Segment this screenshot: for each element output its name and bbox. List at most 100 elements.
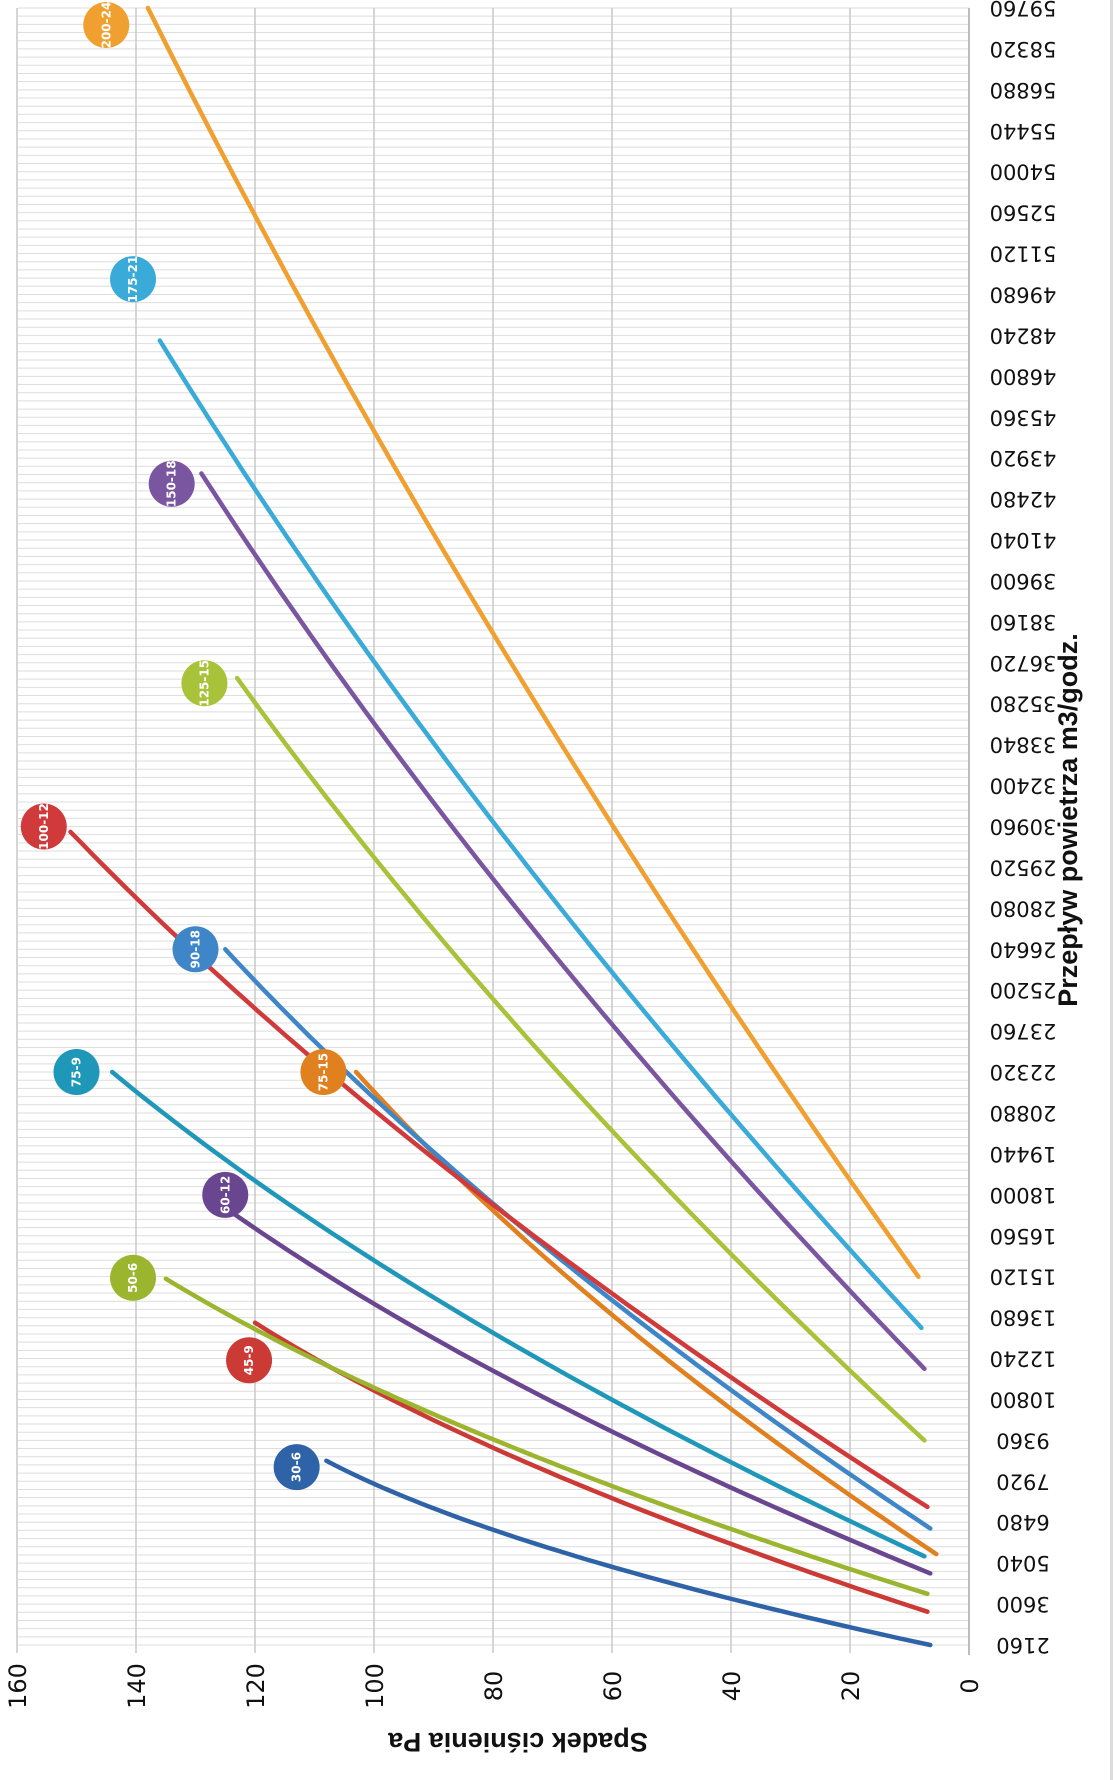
badge-label: 60-12 xyxy=(218,1176,232,1214)
x-tick-label: 3600 xyxy=(996,1592,1049,1616)
x-tick-label: 20880 xyxy=(990,1101,1057,1125)
x-tick-label: 13680 xyxy=(990,1306,1057,1330)
x-tick-label: 51120 xyxy=(990,242,1057,266)
x-tick-label: 32400 xyxy=(990,774,1057,798)
series-line-45-9 xyxy=(252,1320,930,1614)
series-badge-200-24: 200-24 xyxy=(83,2,130,49)
y-tick-label: 100 xyxy=(361,1663,389,1709)
x-tick-label: 45360 xyxy=(990,405,1057,429)
series-line-30-6 xyxy=(324,1458,933,1648)
x-tick-label: 2160 xyxy=(996,1633,1049,1657)
badge-circle xyxy=(181,660,228,707)
x-tick-label: 35280 xyxy=(990,692,1057,716)
badge-circle xyxy=(20,803,67,850)
badge-circle xyxy=(172,926,219,973)
x-tick-label: 41040 xyxy=(990,528,1057,552)
x-tick-label: 6480 xyxy=(996,1510,1049,1534)
series-badge-75-15: 75-15 xyxy=(300,1049,347,1096)
x-tick-label: 5040 xyxy=(996,1551,1049,1575)
badge-label: 150-18 xyxy=(165,460,179,507)
series-badges: 30-6 45-9 50-6 60-12 75-9 75-15 90-18 100-12 125… xyxy=(20,2,347,1491)
x-tick-label: 10800 xyxy=(990,1387,1057,1411)
x-tick-label: 55440 xyxy=(990,119,1057,143)
badge-label: 75-15 xyxy=(316,1053,330,1091)
series-badge-150-18: 150-18 xyxy=(148,460,195,507)
badge-circle xyxy=(273,1444,320,1491)
series-badge-175-21: 175-21 xyxy=(110,256,157,303)
badge-label: 30-6 xyxy=(290,1452,304,1482)
x-tick-label: 12240 xyxy=(990,1347,1057,1371)
y-tick-label: 60 xyxy=(599,1671,627,1702)
badge-label: 100-12 xyxy=(37,803,51,850)
series-line-50-6 xyxy=(163,1276,930,1597)
y-tick-label: 80 xyxy=(480,1671,508,1702)
x-tick-label: 29520 xyxy=(990,855,1057,879)
series-badge-75-9: 75-9 xyxy=(53,1049,100,1096)
x-tick-label: 36720 xyxy=(990,651,1057,675)
series-badge-60-12: 60-12 xyxy=(202,1171,249,1218)
x-tick-label: 26640 xyxy=(990,937,1057,961)
y-tick-labels: 0 20 40 60 80 100 120 140 160 xyxy=(4,1663,984,1709)
x-tick-label: 48240 xyxy=(990,323,1057,347)
x-tick-label: 30960 xyxy=(990,815,1057,839)
x-tick-label: 42480 xyxy=(990,487,1057,511)
x-tick-label: 39600 xyxy=(990,569,1057,593)
badge-circle xyxy=(53,1049,100,1096)
badge-label: 200-24 xyxy=(99,2,113,49)
x-tick-label: 16560 xyxy=(990,1224,1057,1248)
x-tick-label: 22320 xyxy=(990,1060,1057,1084)
x-tick-label: 58320 xyxy=(990,37,1057,61)
badge-label: 90-18 xyxy=(189,930,203,968)
x-tick-label: 33840 xyxy=(990,733,1057,757)
series-badge-45-9: 45-9 xyxy=(226,1337,273,1384)
x-tick-label: 56880 xyxy=(990,78,1057,102)
x-tick-label: 43920 xyxy=(990,446,1057,470)
x-tick-label: 59760 xyxy=(990,0,1057,20)
y-axis-title: Spadek ciśnienia Pa xyxy=(387,1727,648,1757)
badge-label: 45-9 xyxy=(242,1345,256,1375)
x-tick-label: 18000 xyxy=(990,1183,1057,1207)
x-tick-label: 25200 xyxy=(990,978,1057,1002)
x-tick-label: 46800 xyxy=(990,364,1057,388)
badge-label: 175-21 xyxy=(126,256,140,303)
series-badge-50-6: 50-6 xyxy=(110,1254,157,1301)
series-line-125-15 xyxy=(234,675,927,1443)
x-axis-title: Przepływ powietrza m3/godz. xyxy=(1053,633,1083,1007)
series-line-200-24 xyxy=(145,5,921,1279)
badge-circle xyxy=(202,1171,249,1218)
x-tick-label: 23760 xyxy=(990,1019,1057,1043)
series-line-150-18 xyxy=(199,471,927,1372)
x-tick-label: 54000 xyxy=(990,160,1057,184)
series-badge-90-18: 90-18 xyxy=(172,926,219,973)
badge-circle xyxy=(110,1254,157,1301)
badge-label: 50-6 xyxy=(126,1263,140,1293)
y-tick-label: 20 xyxy=(837,1671,865,1702)
y-tick-label: 40 xyxy=(718,1671,746,1702)
y-tick-label: 140 xyxy=(123,1663,151,1709)
series-badge-30-6: 30-6 xyxy=(273,1444,320,1491)
badge-circle xyxy=(226,1337,273,1384)
y-tick-label: 120 xyxy=(242,1663,270,1709)
x-tick-labels: 2160 3600 5040 6480 7920 9360 10800 12240 13680 1… xyxy=(990,0,1057,1657)
y-tick-label: 0 xyxy=(956,1678,984,1693)
series-badge-125-15: 125-15 xyxy=(181,660,228,707)
x-tick-label: 49680 xyxy=(990,282,1057,306)
series-line-60-12 xyxy=(205,1192,933,1576)
x-tick-label: 15120 xyxy=(990,1265,1057,1289)
badge-circle xyxy=(110,256,157,303)
major-gridlines xyxy=(16,8,970,1653)
series-badge-100-12: 100-12 xyxy=(20,803,67,850)
page-edge xyxy=(1110,0,1113,1780)
badge-circle xyxy=(83,2,130,49)
badge-circle xyxy=(148,460,195,507)
x-tick-label: 7920 xyxy=(996,1469,1049,1493)
x-tick-label: 38160 xyxy=(990,610,1057,634)
series-line-175-21 xyxy=(157,338,924,1331)
x-tick-label: 19440 xyxy=(990,1142,1057,1166)
badge-label: 75-9 xyxy=(70,1057,84,1087)
x-tick-label: 9360 xyxy=(996,1428,1049,1452)
series-line-75-9 xyxy=(109,1069,927,1559)
x-tick-label: 28080 xyxy=(990,896,1057,920)
y-tick-label: 160 xyxy=(4,1663,32,1709)
